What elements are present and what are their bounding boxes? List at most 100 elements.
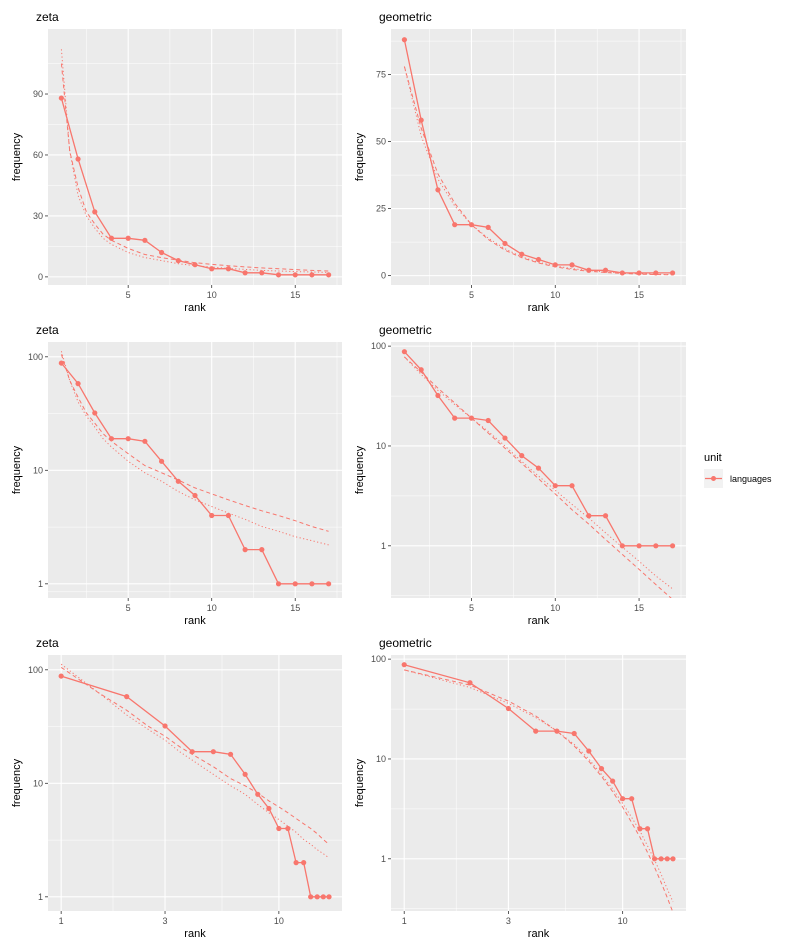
y-axis-label: frequency (354, 758, 366, 807)
x-tick-label: 15 (290, 290, 300, 300)
x-axis-label: rank (528, 615, 550, 627)
data-point (189, 749, 195, 755)
chart-panel-3: 1 10 100 5 10 15 zeta rank frequency (11, 323, 342, 627)
data-point (435, 392, 441, 399)
data-point (58, 95, 64, 101)
chart-panel-6: 1 10 100 1 3 10 geometric rank frequency (354, 636, 686, 940)
data-point (535, 465, 542, 471)
data-point (452, 415, 458, 421)
x-tick-label: 1 (59, 916, 64, 926)
x-axis-label: rank (184, 928, 206, 940)
data-point (669, 543, 676, 549)
x-tick-label: 1 (402, 916, 407, 926)
data-point (125, 235, 131, 241)
data-point (192, 262, 198, 268)
x-tick-label: 10 (550, 603, 560, 613)
fit-line-dotted (404, 669, 674, 903)
data-point (276, 825, 282, 832)
legend-key-point (711, 476, 716, 481)
x-tick-label: 10 (207, 603, 217, 613)
data-point (519, 453, 525, 459)
y-axis-label: frequency (11, 445, 23, 494)
data-point (468, 415, 475, 421)
y-tick-label: 1 (381, 541, 386, 551)
data-point (554, 728, 560, 734)
fit-line-dotted (60, 49, 329, 273)
x-axis-label: rank (184, 302, 206, 314)
x-tick-label: 5 (469, 290, 474, 300)
data-point (619, 543, 625, 549)
data-point (108, 436, 115, 442)
data-point (225, 266, 232, 272)
y-tick-label: 1 (381, 854, 386, 864)
data-point (535, 256, 542, 263)
x-tick-label: 10 (550, 290, 560, 300)
panel-background (391, 29, 686, 285)
data-point (292, 581, 298, 587)
chart-panel-5: 1 10 100 1 3 10 zeta rank frequency (11, 636, 342, 940)
x-axis-label: rank (528, 302, 550, 314)
data-point (308, 894, 314, 900)
y-tick-label: 0 (381, 271, 386, 281)
data-point (586, 748, 592, 754)
data-point (602, 513, 609, 519)
data-point (485, 417, 491, 424)
y-tick-label: 50 (376, 137, 386, 147)
data-point (629, 796, 635, 802)
data-point (620, 796, 626, 802)
y-tick-label: 60 (33, 150, 43, 160)
y-tick-label: 30 (33, 211, 43, 221)
x-tick-label: 10 (274, 916, 284, 926)
x-tick-label: 10 (207, 290, 217, 300)
data-point (209, 266, 215, 272)
data-point (651, 856, 658, 862)
data-point (158, 458, 165, 464)
data-point (125, 436, 131, 442)
data-point (619, 270, 625, 276)
x-tick-label: 3 (163, 916, 168, 926)
x-axis-label: rank (528, 928, 550, 940)
data-point (326, 894, 332, 900)
data-point (664, 856, 670, 862)
y-tick-label: 1 (38, 579, 43, 589)
data-point (468, 222, 475, 228)
data-point (75, 381, 81, 387)
legend-label: languages (730, 474, 772, 484)
data-point (314, 894, 320, 900)
x-tick-label: 5 (126, 290, 131, 300)
panel-title: zeta (36, 323, 59, 337)
data-point (586, 267, 592, 273)
y-tick-label: 25 (376, 204, 386, 214)
panel-background (391, 655, 686, 911)
data-point (75, 156, 81, 162)
data-point (658, 856, 664, 862)
y-tick-label: 10 (376, 441, 386, 451)
data-point (292, 272, 298, 278)
data-point (670, 856, 676, 862)
data-point (519, 251, 525, 257)
y-tick-label: 10 (33, 465, 43, 475)
data-point (210, 749, 216, 755)
y-axis-label: frequency (11, 132, 23, 181)
y-tick-label: 100 (28, 352, 43, 362)
panel-title: geometric (379, 636, 432, 650)
data-point (418, 367, 424, 373)
chart-panel-1: 0 30 60 90 5 10 15 zeta rank frequency (11, 10, 342, 314)
data-point (401, 37, 408, 43)
data-point (259, 547, 265, 553)
y-tick-label: 100 (371, 654, 386, 664)
fit-line-dotted (60, 351, 329, 546)
data-point (92, 209, 98, 215)
data-point (259, 270, 265, 276)
y-tick-label: 75 (376, 70, 386, 80)
y-axis-label: frequency (354, 132, 366, 181)
data-point (209, 512, 215, 519)
y-tick-label: 90 (33, 89, 43, 99)
data-point (502, 240, 508, 247)
fit-line-dotted (404, 356, 673, 590)
data-point (275, 581, 282, 587)
data-point (162, 723, 168, 729)
data-point (571, 730, 577, 737)
y-tick-label: 0 (38, 272, 43, 282)
panel-title: zeta (36, 10, 59, 24)
